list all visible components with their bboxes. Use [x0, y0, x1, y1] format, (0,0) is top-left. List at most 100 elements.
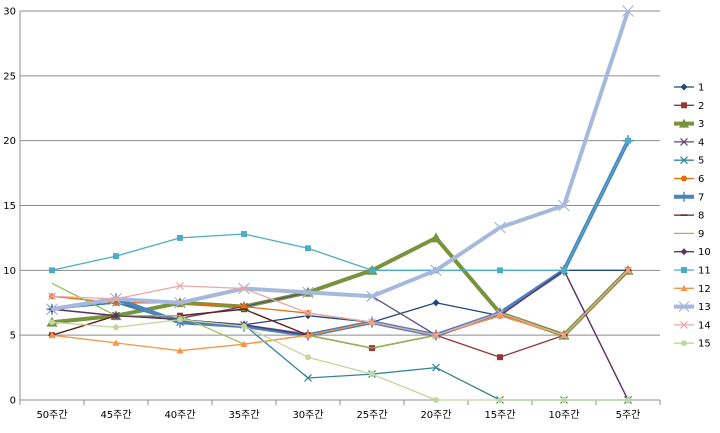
- data-point: [369, 371, 375, 378]
- legend-label: 15: [698, 339, 711, 350]
- legend-item: 15: [674, 339, 711, 350]
- data-point: [177, 316, 183, 323]
- y-tick-label: 15: [3, 201, 16, 212]
- axes: 0 5 10 15 20 25 30 50주간 45주간 40주간 35주간 30주간 25주간 20주간…: [3, 7, 661, 421]
- legend-label: 3: [698, 119, 704, 130]
- x-tick-label: 15주간: [484, 409, 515, 421]
- data-point: [561, 267, 567, 274]
- legend-label: 5: [698, 156, 704, 167]
- data-point: [496, 309, 504, 318]
- legend-item: 12: [674, 284, 711, 295]
- legend-label: 10: [698, 247, 711, 258]
- legend-item: 3: [674, 118, 704, 130]
- legend-marker: [679, 118, 689, 128]
- legend-item: 6: [674, 174, 704, 185]
- legend-item: 9: [674, 229, 704, 240]
- legend-marker: [681, 340, 687, 347]
- data-point: [174, 296, 186, 309]
- series-line: [51, 10, 630, 312]
- data-point: [432, 363, 440, 372]
- series-line: [51, 269, 629, 352]
- x-tick-label: 5주간: [616, 409, 641, 421]
- legend-item: 2: [674, 101, 704, 112]
- data-point: [240, 284, 248, 293]
- legend-label: 14: [698, 320, 711, 331]
- x-tick-label: 40주간: [164, 409, 195, 421]
- data-point: [241, 303, 247, 310]
- legend-marker: [680, 83, 688, 91]
- data-point: [561, 397, 567, 403]
- legend-marker: [681, 175, 687, 182]
- data-point: [625, 397, 631, 403]
- series-7: [46, 135, 634, 341]
- data-point: [48, 331, 56, 338]
- series-line: [51, 269, 629, 336]
- data-point: [240, 340, 248, 348]
- data-point: [305, 354, 311, 361]
- legend-label: 4: [698, 137, 704, 148]
- legend-label: 12: [698, 284, 711, 295]
- legend-label: 8: [698, 211, 704, 222]
- x-tick-label: 25주간: [356, 409, 387, 421]
- data-point: [177, 234, 183, 241]
- legend-marker: [678, 301, 690, 313]
- data-point: [112, 294, 120, 303]
- legend-item: 7: [674, 191, 704, 203]
- legend-marker: [680, 248, 688, 256]
- y-tick-label: 5: [10, 331, 16, 342]
- data-point: [112, 339, 120, 346]
- legend-item: 8: [674, 211, 704, 222]
- data-point: [496, 312, 504, 319]
- x-tick-label: 45주간: [100, 409, 131, 421]
- data-point: [302, 286, 314, 299]
- x-tick-label: 20주간: [420, 409, 451, 421]
- series-lines: [46, 5, 634, 404]
- series-line: [51, 318, 628, 401]
- legend-item: 10: [674, 247, 711, 258]
- legend-label: 9: [698, 229, 704, 240]
- legend-marker: [681, 102, 687, 109]
- x-tick-label: 10주간: [548, 409, 579, 421]
- data-point: [368, 318, 376, 327]
- legend-marker: [680, 156, 688, 165]
- legend-label: 1: [698, 83, 704, 94]
- legend-item: 13: [674, 301, 711, 313]
- data-point: [497, 267, 503, 274]
- data-point: [433, 397, 439, 403]
- data-point: [497, 397, 503, 403]
- data-point: [241, 231, 247, 238]
- data-point: [176, 347, 184, 354]
- x-tick-label: 50주간: [36, 409, 67, 421]
- y-tick-label: 20: [3, 136, 16, 147]
- legend-item: 4: [674, 137, 704, 148]
- legend-item: 14: [674, 320, 711, 331]
- data-point: [369, 267, 375, 274]
- data-point: [494, 221, 506, 234]
- series-5: [48, 298, 632, 404]
- data-point: [624, 266, 632, 275]
- data-point: [560, 331, 568, 340]
- legend-item: 1: [674, 83, 704, 94]
- series-line: [51, 140, 629, 271]
- x-tick-label: 30주간: [292, 409, 323, 421]
- legend-item: 5: [674, 156, 704, 167]
- data-point: [430, 264, 442, 277]
- series-line: [51, 139, 630, 338]
- legend-marker: [679, 191, 689, 202]
- data-point: [49, 267, 55, 274]
- legend-label: 2: [698, 101, 704, 112]
- data-point: [113, 253, 119, 260]
- data-point: [432, 299, 440, 307]
- data-point: [430, 232, 442, 243]
- y-tick-label: 0: [10, 396, 16, 407]
- legend-label: 11: [698, 266, 711, 277]
- series-13: [46, 5, 634, 316]
- data-point: [622, 5, 634, 17]
- legend-marker: [680, 137, 688, 146]
- series-1: [48, 266, 632, 329]
- legend-label: 13: [698, 302, 711, 313]
- legend-marker: [681, 267, 687, 273]
